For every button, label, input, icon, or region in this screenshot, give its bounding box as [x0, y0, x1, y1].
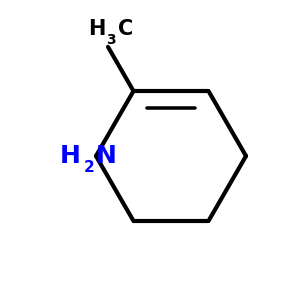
Text: H: H	[88, 20, 105, 39]
Text: C: C	[118, 20, 133, 39]
Text: 3: 3	[106, 33, 116, 47]
Text: N: N	[95, 144, 116, 168]
Text: 2: 2	[83, 160, 94, 175]
Text: H: H	[60, 144, 81, 168]
